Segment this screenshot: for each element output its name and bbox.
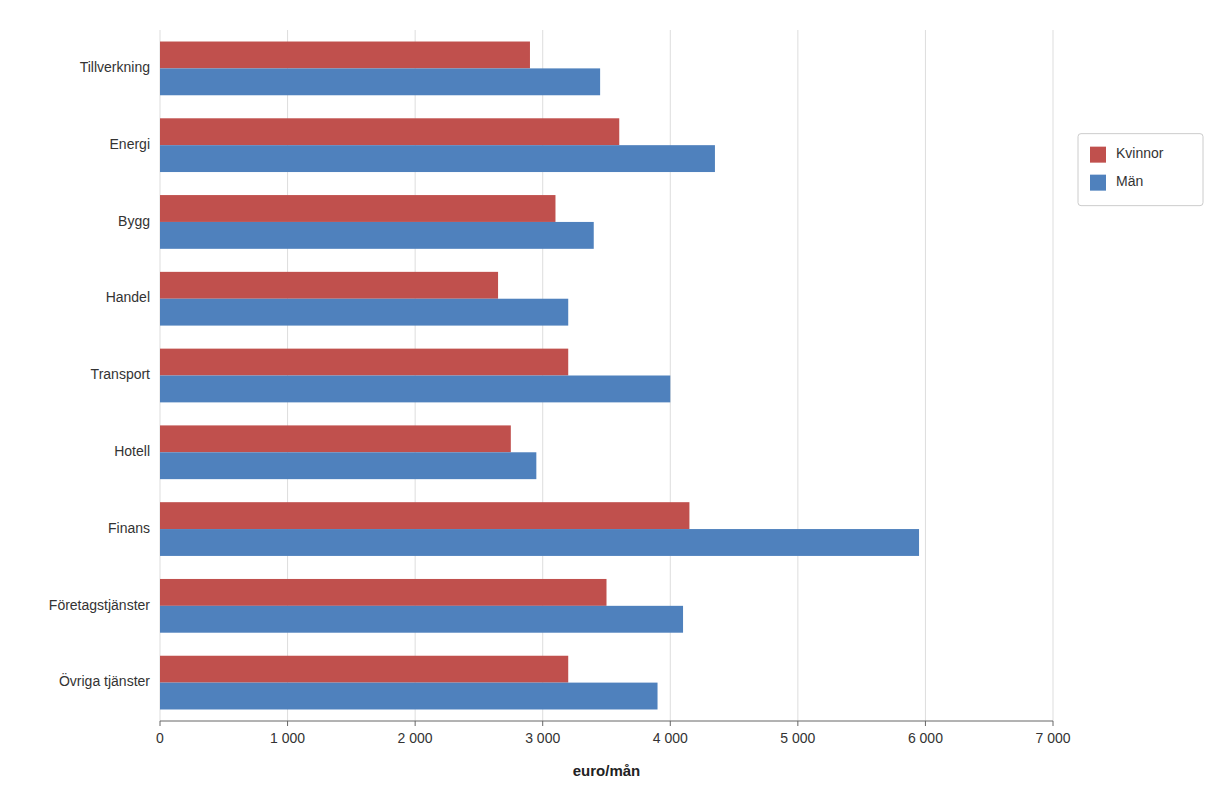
bar xyxy=(160,606,683,633)
bar xyxy=(160,425,511,452)
tick-mark xyxy=(287,721,288,726)
grid xyxy=(160,30,1053,721)
tick-label: 6 000 xyxy=(908,730,943,746)
tick-mark xyxy=(160,721,161,726)
tick-label: 3 000 xyxy=(525,730,560,746)
tick-mark xyxy=(925,721,926,726)
tick-mark xyxy=(1053,721,1054,726)
tick-label: 1 000 xyxy=(270,730,305,746)
x-axis-label: euro/mån xyxy=(573,762,641,779)
bar xyxy=(160,42,530,69)
legend-swatch xyxy=(1090,147,1106,163)
tick-mark xyxy=(542,721,543,726)
bar xyxy=(160,145,715,172)
category-label: Bygg xyxy=(118,213,150,229)
bar xyxy=(160,376,670,403)
bar xyxy=(160,118,619,145)
chart-svg: 0 1 000 2 000 3 000 4 000 5 000 6 000 7 000 euro… xyxy=(0,0,1223,801)
category-label: Finans xyxy=(108,520,150,536)
category-label: Företagstjänster xyxy=(49,597,150,613)
grid-line xyxy=(1053,30,1054,721)
background xyxy=(0,0,1223,801)
bar xyxy=(160,68,600,95)
chart-container: 0 1 000 2 000 3 000 4 000 5 000 6 000 7 000 euro… xyxy=(0,0,1223,801)
category-label: Hotell xyxy=(114,443,150,459)
tick-label: 0 xyxy=(156,730,164,746)
x-axis: 0 1 000 2 000 3 000 4 000 5 000 6 000 7 000 xyxy=(156,721,1071,746)
tick-label: 4 000 xyxy=(653,730,688,746)
tick-mark xyxy=(797,721,798,726)
bar xyxy=(160,529,919,556)
axis-line xyxy=(160,721,1053,722)
bar xyxy=(160,272,498,299)
bar xyxy=(160,452,536,479)
tick-label: 2 000 xyxy=(398,730,433,746)
bar xyxy=(160,195,555,222)
tick-mark xyxy=(670,721,671,726)
bars xyxy=(160,42,919,710)
bar xyxy=(160,683,658,710)
bar xyxy=(160,502,689,529)
bar xyxy=(160,299,568,326)
legend-box xyxy=(1078,134,1203,206)
category-label: Energi xyxy=(110,136,150,152)
tick-label: 7 000 xyxy=(1035,730,1070,746)
category-label: Transport xyxy=(91,366,151,382)
bar xyxy=(160,656,568,683)
legend: Kvinnor Män xyxy=(1078,134,1203,206)
bar xyxy=(160,222,594,249)
category-label: Övriga tjänster xyxy=(59,672,150,689)
bar xyxy=(160,579,607,606)
legend-label: Kvinnor xyxy=(1116,145,1164,161)
legend-label: Män xyxy=(1116,173,1143,189)
legend-swatch xyxy=(1090,175,1106,191)
category-label: Handel xyxy=(106,289,150,305)
tick-mark xyxy=(415,721,416,726)
y-axis: Tillverkning Energi Bygg Handel Transport Hot… xyxy=(49,59,150,689)
bar xyxy=(160,349,568,376)
grid-line xyxy=(797,30,798,721)
grid-line xyxy=(925,30,926,721)
tick-label: 5 000 xyxy=(780,730,815,746)
category-label: Tillverkning xyxy=(80,59,150,75)
